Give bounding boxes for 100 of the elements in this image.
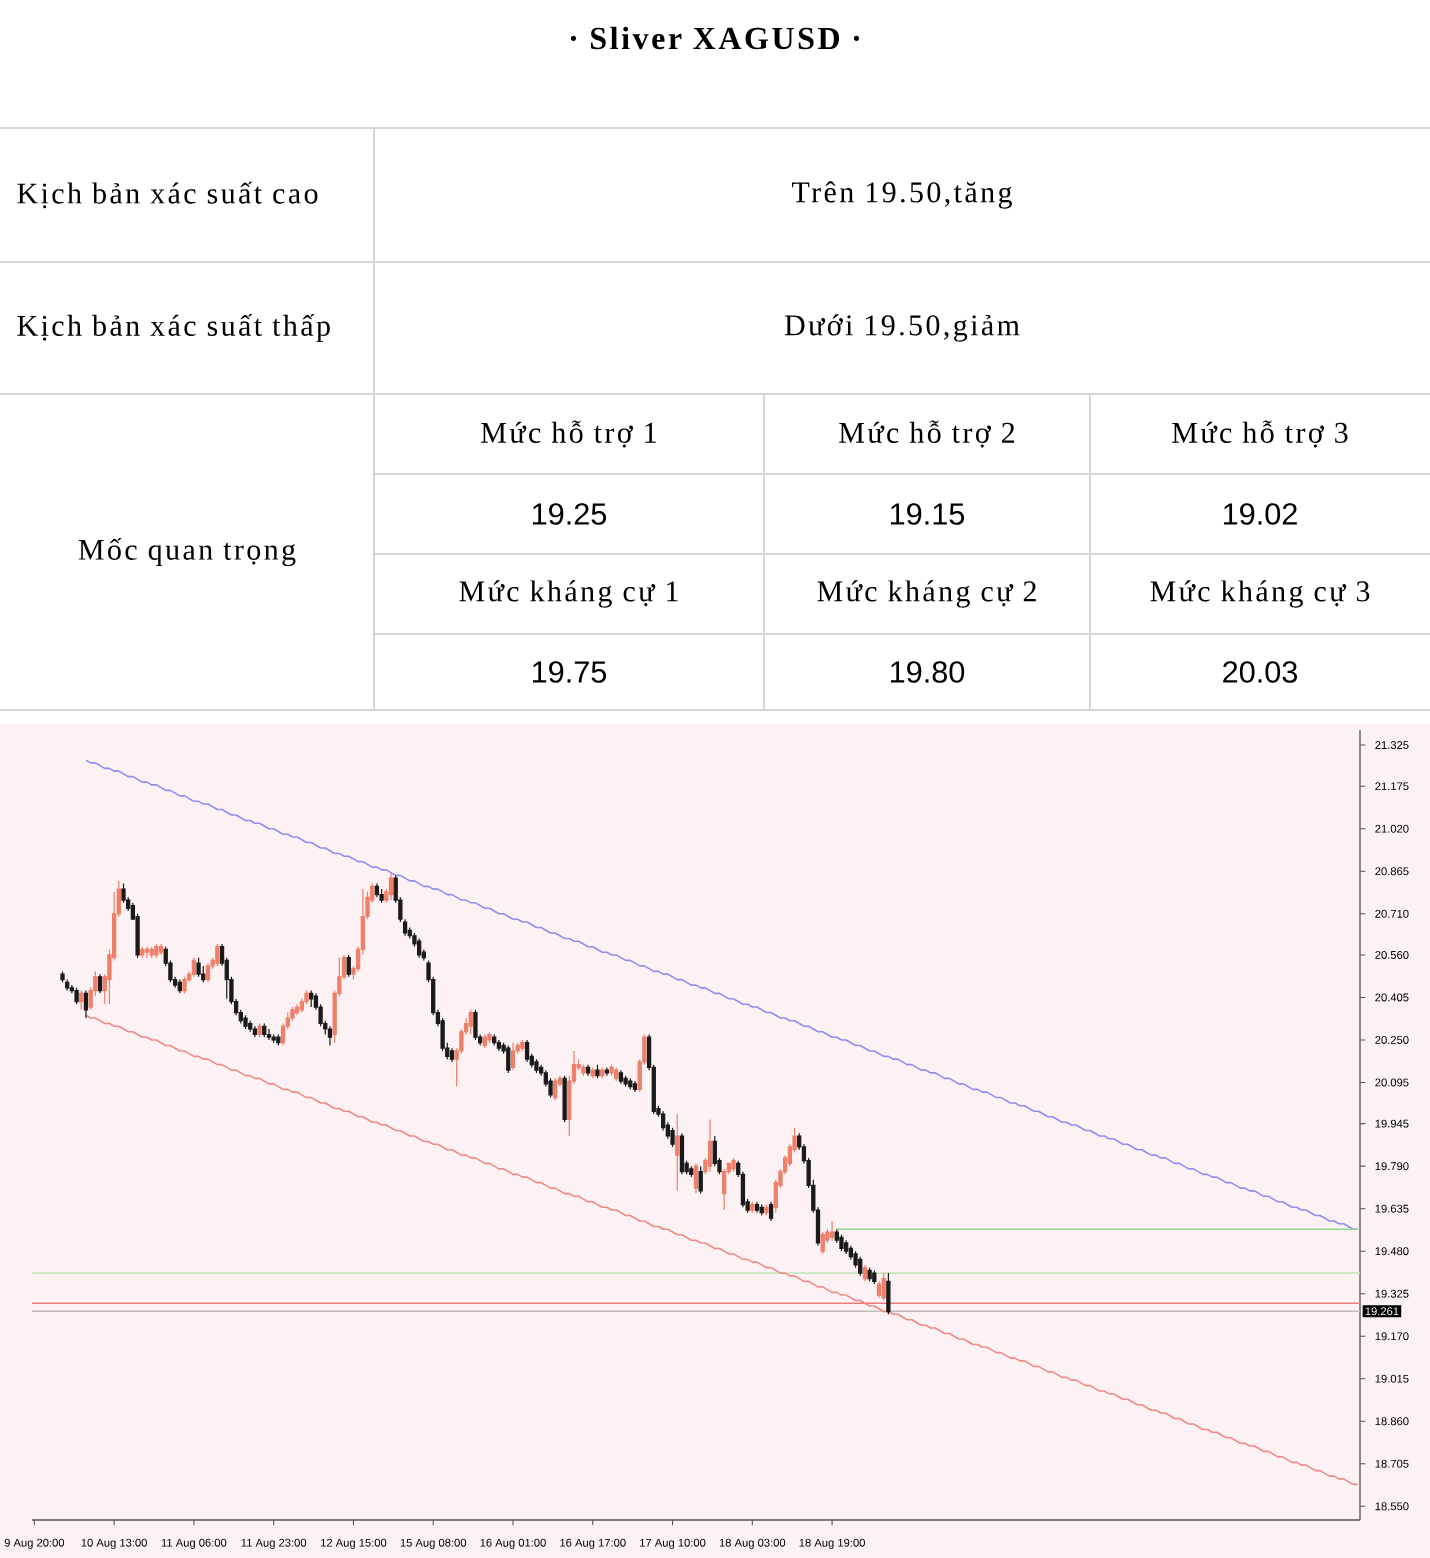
text: Mức hỗ trợ 1 [481,420,656,448]
candlestick [248,1020,253,1033]
candlestick [496,1039,502,1052]
text: Kịch bản xác suất thấp [17,313,330,343]
candlestick [482,1033,487,1049]
candlestick [853,1250,858,1269]
text: Mức kháng cự 3 [1150,580,1370,608]
candlestick [65,979,70,992]
candlestick [581,1064,586,1077]
candlestick [834,1228,839,1244]
candlestick [759,1203,764,1217]
candlestick [562,1075,567,1123]
candlestick [154,943,159,959]
candlestick [712,1135,717,1167]
candlestick [506,1044,511,1074]
candlestick [205,962,211,983]
candlestick [750,1201,755,1214]
candlestick [215,943,220,967]
candlestick [881,1272,886,1302]
text: Mốc quan trọng [78,537,296,567]
candlestick [294,1003,300,1016]
text: 19.75 [532,661,607,683]
candlestick [440,1017,445,1052]
candlestick [487,1031,492,1044]
text: 20.03 [1223,661,1297,683]
candlestick [140,946,145,959]
candlestick [74,987,79,1005]
candlestick [191,957,197,978]
candlestick [79,989,84,1011]
candlestick [346,954,351,978]
candlestick [553,1077,558,1101]
candlestick [149,946,154,959]
candlestick [262,1022,267,1038]
candlestick [829,1220,835,1241]
text: Dưới 19.50,giảm [784,314,1020,342]
candlestick [754,1201,760,1214]
candlestick [839,1234,844,1252]
candlestick [327,1025,333,1047]
candlestick [848,1245,854,1261]
candlestick [670,1127,675,1148]
candlestick [468,1009,473,1036]
candlestick [707,1118,713,1173]
candlestick [675,1113,680,1192]
candlestick [177,979,182,994]
candlestick [299,998,304,1014]
candlestick [374,883,380,898]
candlestick [731,1157,736,1173]
candlestick [844,1239,849,1255]
text: Mức kháng cự 2 [817,580,1036,608]
candlestick [872,1269,877,1285]
candlestick [585,1064,591,1077]
candlestick [858,1256,863,1277]
candlestick [548,1077,553,1099]
candlestick [604,1066,609,1077]
candlestick [379,888,384,904]
candlestick [144,946,150,959]
candlestick [243,1014,248,1030]
candlestick [196,957,201,978]
candlestick [97,973,103,994]
candlestick [698,1165,703,1195]
candlestick [182,976,187,994]
text: 19.02 [1223,503,1297,525]
candlestick [201,965,206,983]
candlestick [534,1058,539,1074]
candlestick [689,1165,694,1178]
candlestick [290,1006,295,1022]
candlestick [510,1042,516,1071]
candlestick [609,1064,614,1077]
candlestick [520,1039,525,1052]
candlestick [60,970,65,983]
candlestick [768,1201,774,1222]
candlestick [416,937,422,959]
candlestick [388,872,394,901]
text: Trên 19.50,tăng [792,181,1012,209]
candlestick [271,1033,276,1044]
candlestick [628,1077,633,1090]
candlestick [661,1110,666,1132]
candlestick [304,989,309,1005]
text: Mức hỗ trợ 3 [1172,420,1348,448]
candlestick [764,1203,769,1217]
candlestick [257,1022,262,1038]
candlestick [820,1231,825,1255]
candlestick [524,1039,530,1063]
candlestick [492,1033,497,1047]
candlestick [276,1033,281,1047]
candlestick [590,1066,595,1079]
candlestick [252,1025,258,1038]
candlestick [614,1066,619,1082]
candlestick [121,883,126,904]
candlestick [679,1132,685,1175]
candlestick [600,1066,605,1079]
text: 19.25 [532,503,607,525]
candlestick [618,1069,624,1085]
text: Kịch bản xác suất cao [17,181,318,209]
candlestick [867,1267,872,1282]
candlestick [632,1080,638,1093]
candlestick [266,1028,272,1041]
text: Mức kháng cự 1 [459,580,678,608]
text: 19.15 [890,503,965,525]
text: Mức hỗ trợ 2 [839,420,1015,448]
